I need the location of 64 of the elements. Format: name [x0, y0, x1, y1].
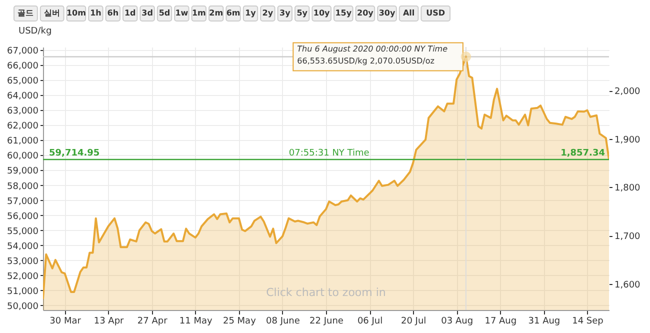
x-tick-label: 06 Jul — [357, 316, 383, 326]
text: 1w — [175, 8, 189, 18]
y-tick-label: 54,000 — [7, 242, 39, 252]
y-tick-label: 55,000 — [7, 226, 39, 237]
y-tick-label: 64,000 — [7, 92, 39, 102]
y-tick-label: 57,000 — [7, 196, 39, 207]
text: 3y — [280, 8, 292, 18]
y-tick-label: 52,000 — [7, 272, 39, 282]
text: 15y — [335, 8, 352, 18]
text: 1m — [192, 8, 206, 18]
text: 3d — [142, 8, 154, 18]
ref-line-label: 59,714.95 — [49, 148, 100, 158]
y-tick-label: 66,000 — [7, 62, 39, 72]
text: 1y — [245, 8, 257, 18]
x-tick-label: 22 June — [310, 316, 344, 326]
x-tick-label: 03 Aug — [441, 316, 474, 326]
x-tick-label: 11 May — [179, 316, 214, 326]
y-tick-label: 67,000 — [7, 46, 39, 57]
x-tick-label: 14 Sep — [572, 316, 604, 326]
y-tick-label: 61,000 — [7, 136, 39, 147]
y2-tick-label: 2,000 — [614, 87, 641, 98]
y-tick-label: 56,000 — [7, 212, 39, 222]
text: 1h — [90, 8, 102, 18]
x-tick-label: 27 Apr — [137, 316, 168, 326]
text: 실버 — [44, 8, 60, 18]
text: 6m — [226, 8, 240, 18]
text: All — [402, 8, 415, 18]
annotation: 1,857.34 — [560, 148, 605, 158]
x-tick-label: 31 Aug — [528, 316, 560, 326]
x-tick-label: 08 June — [266, 316, 300, 326]
y-tick-label: 65,000 — [7, 76, 39, 87]
y-tick-label: 51,000 — [7, 286, 39, 297]
y2-tick-label: 1,800 — [614, 184, 641, 194]
text: 1d — [124, 8, 136, 18]
text: 골드 — [18, 8, 34, 18]
y2-tick-label: 1,900 — [614, 135, 641, 146]
x-tick-label: 13 Apr — [94, 316, 124, 326]
x-tick-label: 17 Aug — [484, 316, 517, 326]
y-tick-label: 62,000 — [7, 122, 39, 132]
text: 10y — [313, 8, 331, 18]
text: 30y — [378, 8, 396, 18]
text: 10m — [66, 8, 86, 18]
text: 20y — [357, 8, 374, 18]
y2-tick-label: 1,700 — [614, 232, 641, 242]
text: USD — [426, 8, 446, 18]
y-tick-label: 58,000 — [7, 182, 39, 192]
x-tick-label: 20 Jul — [400, 316, 426, 326]
y-tick-label: 59,000 — [7, 166, 39, 177]
y-tick-label: 50,000 — [7, 302, 39, 312]
annotation: Thu 6 August 2020 00:00:00 NY Time 66,553.65USD/kg 2,070.05USD/oz — [297, 44, 448, 66]
annotation: Click chart to zoom in — [266, 286, 386, 299]
y2-tick-label: 1,600 — [614, 280, 641, 290]
y-tick-label: 53,000 — [7, 256, 39, 267]
y-axis-title: USD/kg — [18, 26, 52, 36]
text: 6h — [107, 8, 119, 18]
y-tick-label: 60,000 — [7, 152, 39, 162]
x-tick-label: 30 Mar — [50, 316, 82, 326]
text: 2y — [262, 8, 274, 18]
text: 5d — [158, 8, 170, 18]
x-tick-label: 25 May — [222, 316, 257, 326]
annotation: 07:55:31 NY Time — [288, 148, 370, 158]
y-tick-label: 63,000 — [7, 106, 39, 117]
text: 2m — [209, 8, 224, 18]
text: 5y — [296, 8, 308, 18]
